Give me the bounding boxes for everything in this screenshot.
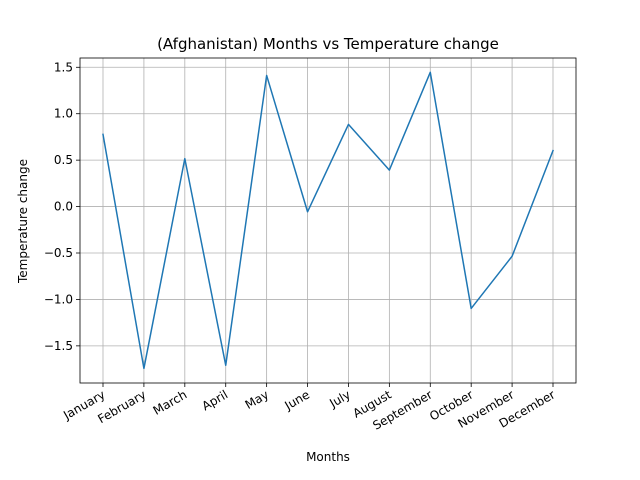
series-line	[102, 71, 554, 370]
x-tick-label: March	[151, 387, 190, 417]
y-tick-label: 0.5	[54, 153, 73, 167]
x-tick-label: May	[243, 387, 271, 412]
grid-lines	[80, 58, 576, 383]
ticks	[76, 66, 554, 387]
y-tick-label: −0.5	[44, 246, 73, 260]
x-tick-label: July	[326, 387, 353, 410]
y-tick-label: 1.0	[54, 107, 73, 121]
chart-title: (Afghanistan) Months vs Temperature chan…	[157, 35, 499, 53]
series-layer	[102, 71, 554, 370]
y-tick-label: 1.5	[54, 60, 73, 74]
y-tick-label: 0.0	[54, 200, 73, 214]
y-tick-label: −1.0	[44, 292, 73, 306]
y-tick-label: −1.5	[44, 339, 73, 353]
x-tick-label: April	[199, 387, 230, 413]
plot-frame	[79, 57, 577, 384]
x-axis-label: Months	[306, 450, 350, 464]
x-tick-label: June	[282, 387, 313, 413]
y-axis-label: Temperature change	[16, 159, 30, 284]
